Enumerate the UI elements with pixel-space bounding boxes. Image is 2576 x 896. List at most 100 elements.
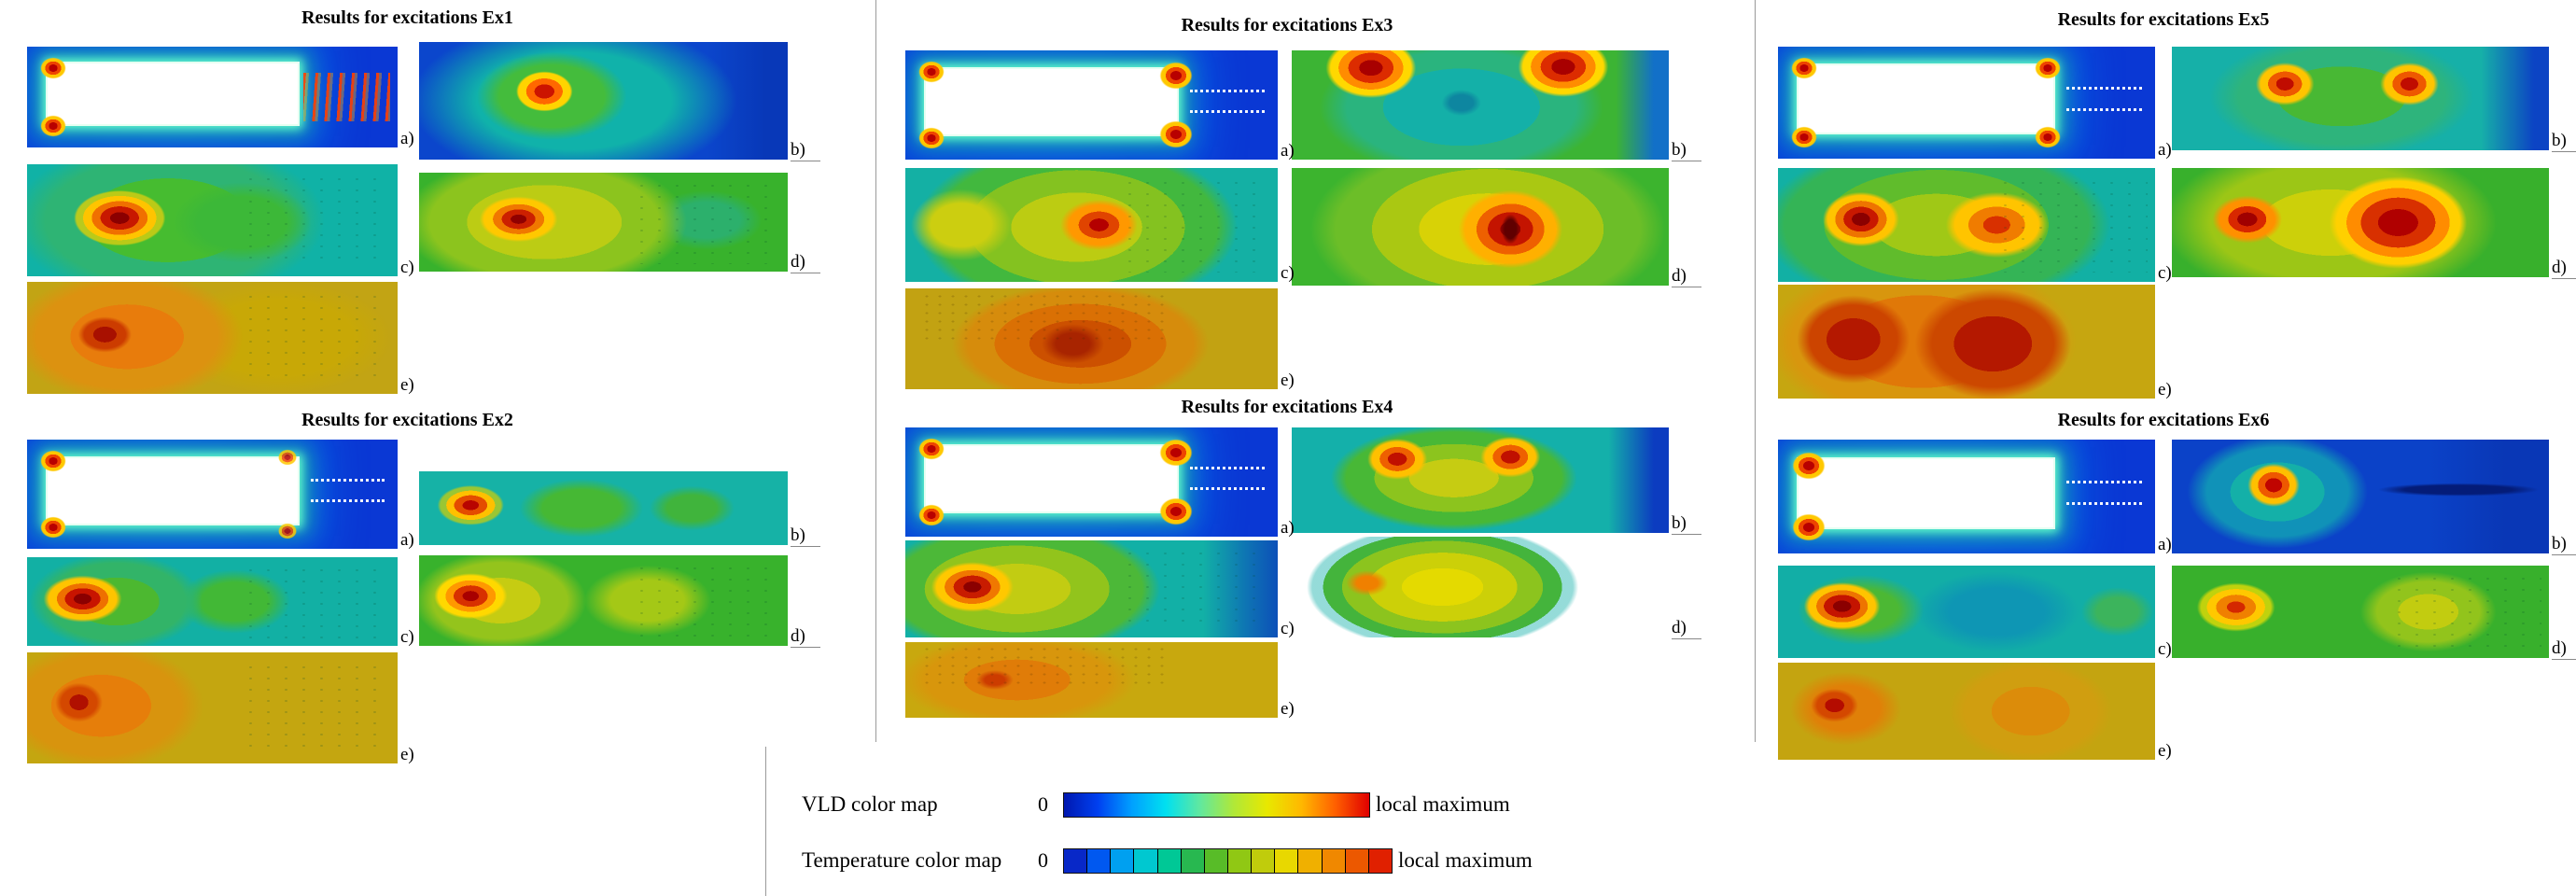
panel-label: b) (2552, 534, 2576, 555)
legend-row-temperature: Temperature color map 0 local maximum (802, 845, 1533, 876)
panel-ex2-d: d) (419, 555, 820, 648)
temperature-colorbar-segment (1298, 848, 1323, 873)
panel-ex5-e: e) (1778, 285, 2172, 399)
heatmap-ex1-d (419, 173, 788, 272)
heatmap-ex2-e (27, 652, 398, 763)
column-separator (1755, 0, 1756, 742)
panel-ex6-c: c) (1778, 566, 2172, 659)
heatmap-ex6-e (1778, 663, 2155, 760)
temperature-colorbar-segment (1345, 848, 1369, 873)
panel-label: b) (2552, 131, 2576, 152)
panel-ex6-b: b) (2172, 440, 2576, 555)
corner-hotspot (1155, 58, 1198, 94)
temperature-colorbar-segment (1322, 848, 1346, 873)
panel-label: a) (1281, 518, 1295, 538)
panel-ex1-c: c) (27, 164, 414, 277)
panel-ex1-b: b) (419, 42, 820, 161)
heatmap-ex6-d (2172, 566, 2549, 658)
panel-ex2-b: b) (419, 471, 820, 547)
panel-label: a) (1281, 141, 1295, 161)
panel-label: e) (400, 375, 414, 395)
panel-ex4-b: b) (1292, 427, 1701, 535)
dotted-line (310, 499, 385, 503)
panel-label: d) (2552, 638, 2576, 660)
temperature-colorbar-segment (1227, 848, 1253, 873)
heatmap-ex3-e (905, 288, 1278, 389)
temperature-colorbar-segment (1275, 848, 1299, 873)
panel-ex4-e: e) (905, 642, 1295, 719)
panel-ex3-c: c) (905, 168, 1295, 283)
heatmap-ex4-a (905, 427, 1278, 537)
specimen-plate (47, 63, 298, 125)
heatmap-ex1-b (419, 42, 788, 160)
vld-colorbar-max: local maximum (1376, 792, 1510, 816)
corner-hotspot (1155, 493, 1198, 529)
heatmap-ex1-a (27, 47, 398, 147)
heatmap-ex1-e (27, 282, 398, 394)
heatmap-ex6-c (1778, 566, 2155, 658)
panel-label: c) (400, 627, 414, 647)
corner-hotspot (2030, 122, 2065, 151)
corner-hotspot (1787, 510, 1831, 546)
vld-colormap-label: VLD color map (802, 792, 938, 816)
panel-ex4-a: a) (905, 427, 1295, 538)
panel-label: b) (1672, 513, 1701, 535)
dotted-line (1190, 110, 1266, 114)
panel-ex2-a: a) (27, 440, 414, 550)
heatmap-ex3-b (1292, 50, 1669, 160)
panel-label: d) (791, 626, 820, 648)
temperature-colorbar-segment (1181, 848, 1205, 873)
corner-hotspot (1787, 54, 1822, 83)
corner-hotspot (2030, 54, 2065, 83)
panel-ex3-a: a) (905, 50, 1295, 161)
panel-ex6-a: a) (1778, 440, 2172, 554)
dotted-line (1190, 467, 1266, 470)
corner-hotspot (914, 123, 948, 152)
panel-ex3-e: e) (905, 288, 1295, 390)
heatmap-ex6-b (2172, 440, 2549, 553)
panel-label: a) (400, 129, 414, 148)
corner-hotspot (1155, 435, 1198, 471)
excitation-streaks (302, 73, 391, 121)
heatmap-ex4-d (1292, 537, 1669, 637)
group-title-ex4: Results for excitations Ex4 (1181, 397, 1393, 417)
panel-ex4-d: d) (1292, 537, 1701, 639)
panel-label: e) (1281, 371, 1295, 390)
heatmap-ex2-b (419, 471, 788, 545)
temperature-colorbar-segment (1064, 848, 1088, 873)
panel-label: a) (400, 530, 414, 550)
panel-ex3-d: d) (1292, 168, 1701, 287)
legend-separator (765, 747, 766, 896)
temperature-colorbar-max: local maximum (1398, 848, 1533, 872)
panel-ex2-e: e) (27, 652, 414, 764)
panel-ex1-a: a) (27, 47, 414, 148)
heatmap-ex4-e (905, 642, 1278, 718)
temperature-colorbar-segment (1087, 848, 1112, 873)
panel-label: e) (2158, 380, 2172, 399)
dotted-line (2066, 108, 2142, 111)
corner-hotspot (914, 58, 948, 87)
panel-ex4-c: c) (905, 540, 1295, 638)
panel-label: c) (1281, 263, 1295, 283)
specimen-plate (1799, 458, 2053, 527)
corner-hotspot (914, 500, 948, 529)
temperature-colorbar-segment (1134, 848, 1158, 873)
corner-hotspot (274, 520, 300, 541)
specimen-plate (47, 457, 298, 525)
temperature-colorbar-min: 0 (1038, 848, 1048, 872)
vld-colorbar-min: 0 (1038, 792, 1048, 816)
corner-hotspot (274, 447, 300, 469)
group-title-ex2: Results for excitations Ex2 (301, 410, 513, 430)
panel-ex1-e: e) (27, 282, 414, 395)
panel-label: c) (1281, 619, 1295, 638)
panel-label: c) (2158, 639, 2172, 659)
temperature-colorbar (1063, 847, 1393, 874)
temperature-colorbar-segment (1157, 848, 1182, 873)
temperature-colorbar-segment (1252, 848, 1276, 873)
corner-hotspot (35, 112, 70, 141)
dotted-line (310, 479, 385, 483)
dotted-line (2066, 87, 2142, 91)
dotted-line (1190, 487, 1266, 491)
heatmap-ex5-d (2172, 168, 2549, 277)
heatmap-ex4-c (905, 540, 1278, 637)
